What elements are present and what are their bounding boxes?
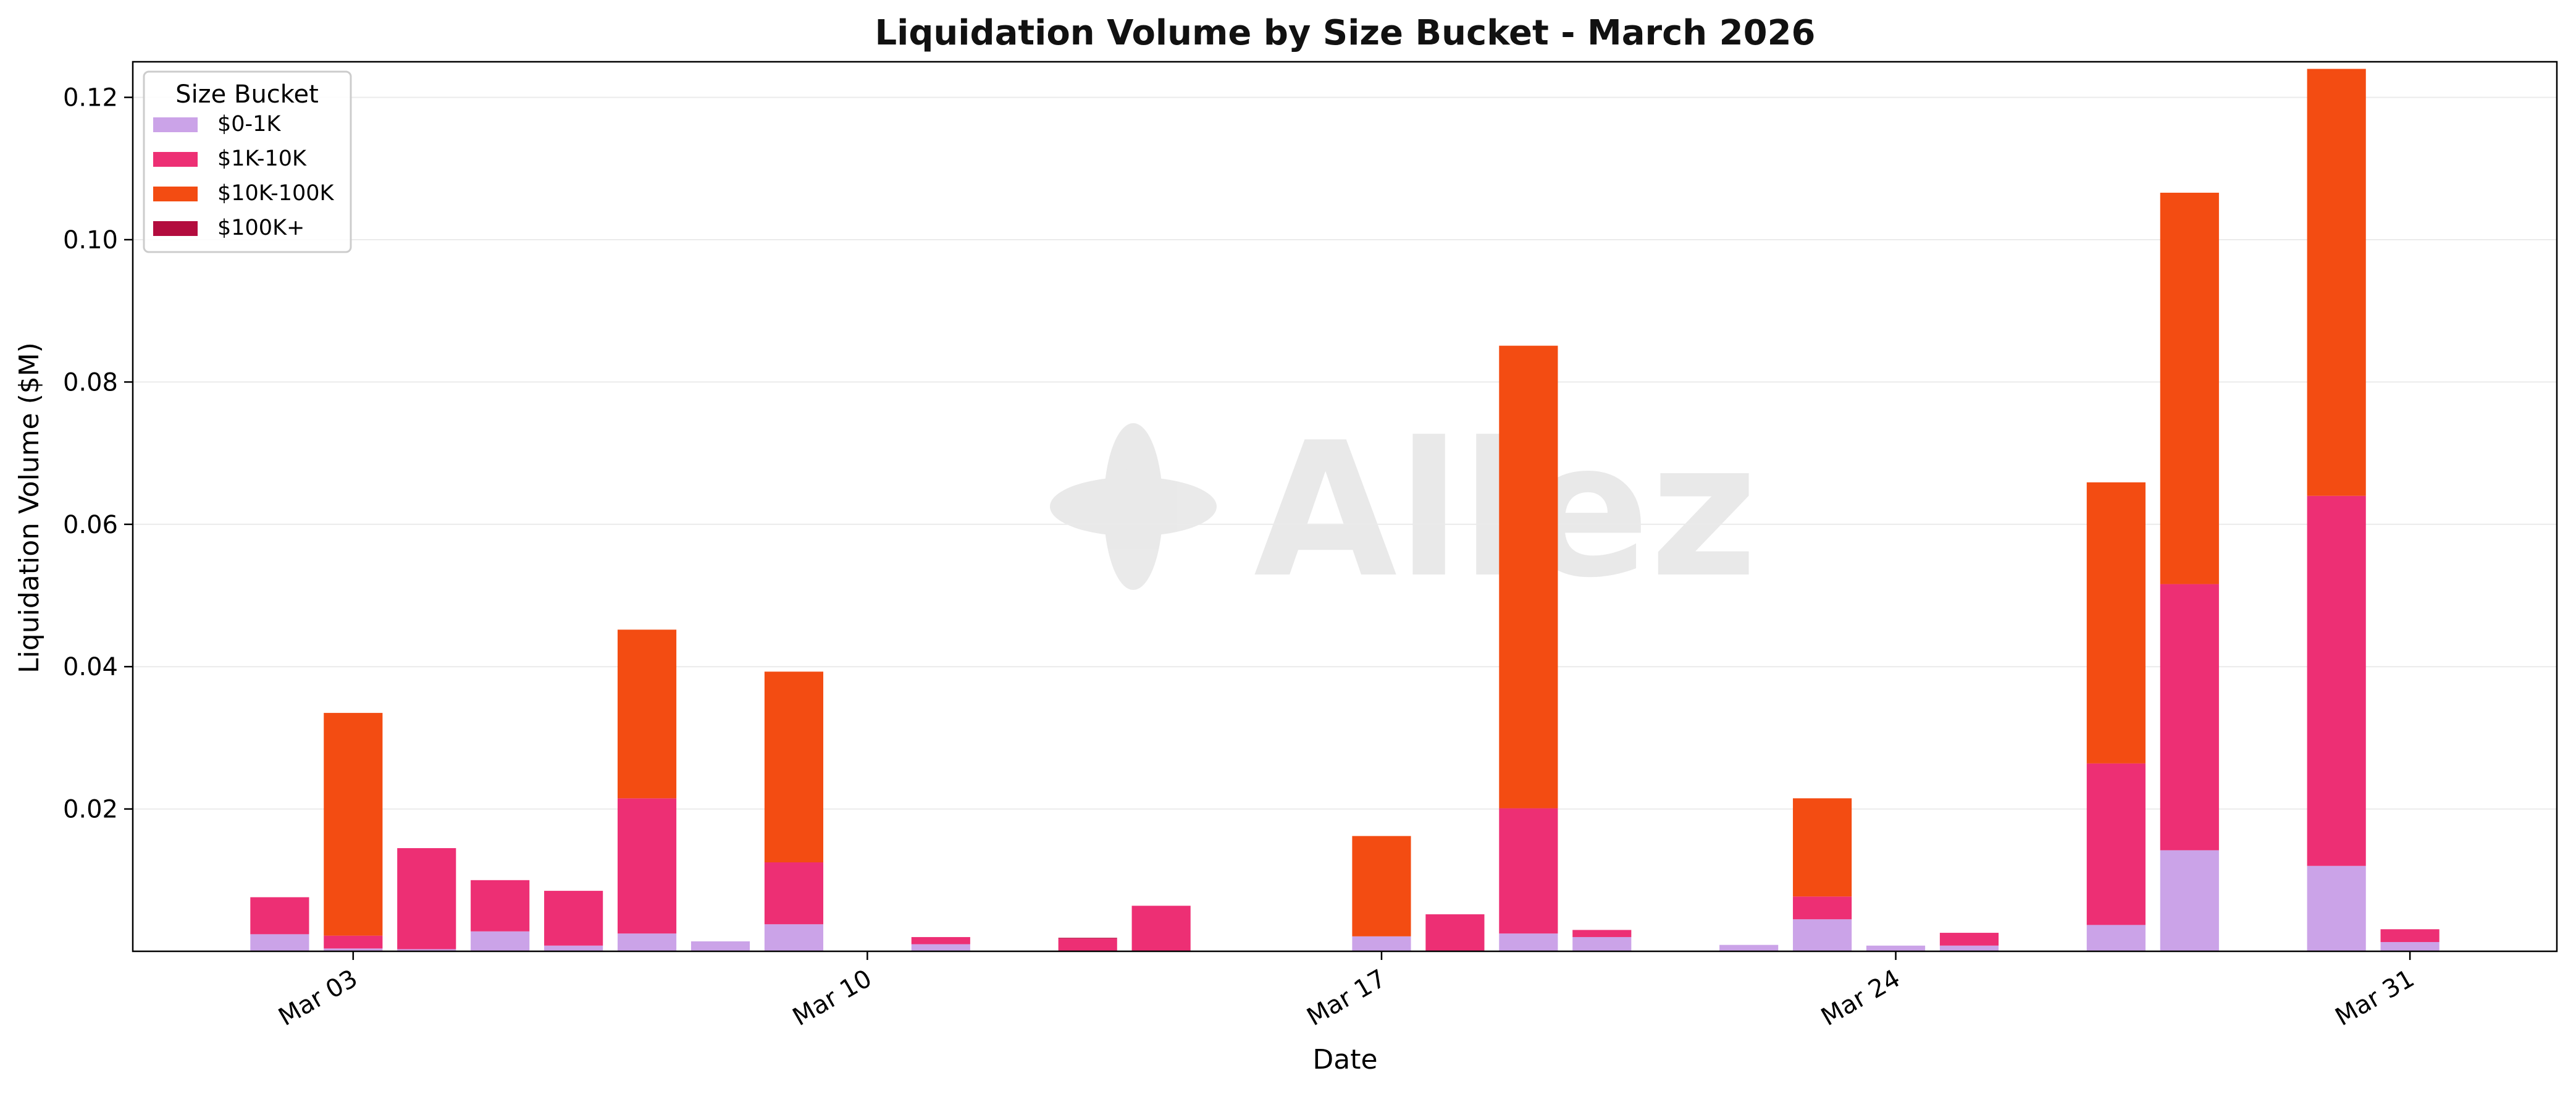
y-tick-label: 0.08 — [63, 368, 118, 397]
bar-segment — [1793, 919, 1852, 951]
bar-segment — [764, 924, 824, 951]
y-tick-label: 0.12 — [63, 84, 118, 112]
bar-segment — [1793, 798, 1852, 897]
x-axis-label: Date — [1312, 1044, 1377, 1075]
legend-label: $0-1K — [217, 112, 281, 137]
bar-segment — [2160, 584, 2219, 851]
bar-segment — [2086, 482, 2146, 764]
y-tick-label: 0.02 — [63, 796, 118, 824]
bar-segment — [1939, 933, 1999, 946]
x-tick-label: Mar 31 — [2331, 964, 2419, 1032]
legend-swatch — [153, 117, 198, 132]
y-tick-label: 0.10 — [63, 226, 118, 255]
bar-segment — [544, 945, 603, 951]
bar-segment — [471, 880, 530, 932]
bar-segment — [690, 941, 750, 951]
legend-swatch — [153, 221, 198, 236]
bar-segment — [1352, 836, 1411, 936]
y-tick-label: 0.06 — [63, 511, 118, 539]
plot-frame — [132, 61, 2558, 953]
bar-segment — [397, 848, 456, 949]
watermark-logo-icon — [1050, 423, 1217, 590]
bar-segment — [1719, 945, 1779, 951]
x-ticks: Mar 03 Mar 10 Mar 17 Mar 24 Mar 31 — [274, 951, 2419, 1032]
bar-segment — [324, 713, 383, 936]
watermark: Allez — [1050, 403, 1758, 618]
bar-segment — [250, 897, 309, 935]
legend: Size Bucket $0-1K $1K-10K $10K-100K $100K+ — [143, 70, 352, 253]
bar-segment — [911, 944, 970, 951]
x-tick-label: Mar 24 — [1816, 964, 1905, 1032]
bar-segment — [2086, 925, 2146, 951]
x-tick-label: Mar 03 — [274, 964, 362, 1032]
bar-segment — [471, 931, 530, 951]
bar-segment — [618, 933, 677, 951]
bar-segment — [1499, 933, 1558, 951]
bar-segment — [397, 949, 456, 951]
bar-segment — [1866, 945, 1926, 951]
bar-segment — [2307, 69, 2366, 496]
bar-segment — [1793, 896, 1852, 920]
y-tick-label: 0.04 — [63, 653, 118, 681]
bar-segment — [1499, 345, 1558, 809]
legend-label: $1K-10K — [217, 146, 307, 171]
bar-segment — [2307, 495, 2366, 866]
bar-segment — [1939, 945, 1999, 951]
legend-swatch — [153, 152, 198, 167]
bar-segment — [324, 935, 383, 949]
legend-swatch — [153, 187, 198, 201]
bar-segment — [1572, 930, 1632, 937]
bar-segment — [250, 934, 309, 951]
bar-segment — [2160, 192, 2219, 584]
bar-segment — [764, 862, 824, 925]
bar-segment — [764, 671, 824, 862]
legend-box — [143, 70, 352, 253]
x-tick-label: Mar 10 — [788, 964, 876, 1032]
bar-segment — [2160, 850, 2219, 951]
bar-segment — [2380, 942, 2440, 951]
bar-segment — [911, 936, 970, 945]
legend-title: Size Bucket — [175, 80, 319, 109]
bar-segment — [618, 629, 677, 799]
bar-segment — [1572, 936, 1632, 951]
grid-lines — [133, 96, 2557, 810]
bar-segment — [2086, 763, 2146, 925]
bar-segment — [618, 798, 677, 934]
bar-segment — [1058, 938, 1117, 951]
chart-title: Liquidation Volume by Size Bucket - Marc… — [875, 13, 1815, 53]
bar-segment — [2307, 865, 2366, 951]
y-ticks: 0.02 0.04 0.06 0.08 0.10 0.12 — [63, 84, 133, 824]
bar-segment — [1499, 808, 1558, 934]
x-tick-label: Mar 17 — [1303, 964, 1391, 1032]
bar-segment — [1352, 936, 1411, 951]
legend-label: $100K+ — [217, 216, 304, 240]
bar-segment — [2380, 929, 2440, 943]
axes — [132, 61, 2558, 953]
y-axis-label: Liquidation Volume ($M) — [14, 342, 45, 673]
bar-segment — [544, 891, 603, 946]
bar-segment — [1425, 914, 1485, 951]
bars — [250, 69, 2440, 951]
bar-segment — [1131, 906, 1191, 951]
legend-label: $10K-100K — [217, 181, 335, 206]
bar-segment — [324, 948, 383, 951]
